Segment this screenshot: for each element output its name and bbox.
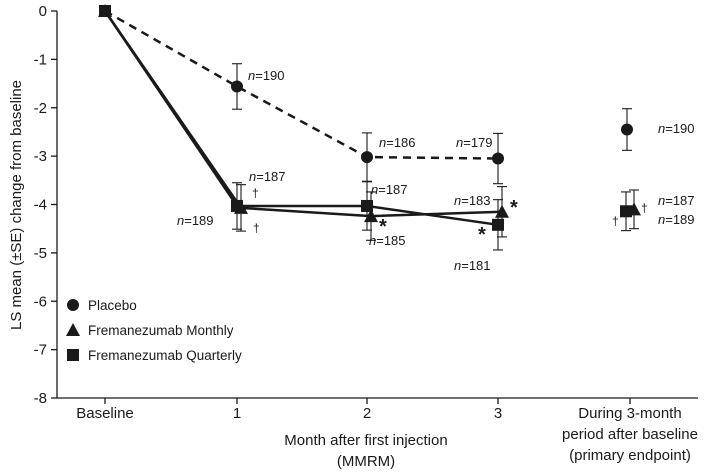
n-label: n=181 bbox=[454, 258, 491, 273]
n-label: n=179 bbox=[456, 135, 493, 150]
placebo-marker bbox=[492, 152, 504, 165]
monthly-marker bbox=[495, 204, 509, 218]
placebo-marker bbox=[621, 123, 633, 136]
x-tick-label-endpoint: During 3-month bbox=[578, 405, 681, 422]
x-axis-title: Month after first injection bbox=[284, 432, 447, 449]
series-lines bbox=[103, 9, 503, 227]
y-tick-label: -7 bbox=[34, 342, 47, 359]
y-tick-label: -2 bbox=[34, 100, 47, 117]
y-tick-label: -4 bbox=[34, 197, 47, 214]
quarterly-marker bbox=[99, 5, 111, 17]
legend-label: Fremanezumab Quarterly bbox=[88, 348, 242, 363]
n-label: n=189 bbox=[658, 212, 695, 227]
axes bbox=[56, 11, 698, 399]
n-label: n=187 bbox=[371, 182, 408, 197]
x-tick-label: Baseline bbox=[76, 405, 134, 422]
n-labels: n=190 n=186 n=179 n=190 n=187 n=185 n=183 n=187… bbox=[177, 68, 695, 273]
series-line-circle bbox=[104, 9, 499, 160]
n-label: n=185 bbox=[369, 233, 406, 248]
significance-annotations: † † * * * † † bbox=[252, 186, 648, 246]
n-label: n=187 bbox=[658, 193, 695, 208]
n-label: n=189 bbox=[177, 213, 214, 228]
placebo-marker bbox=[361, 151, 373, 164]
quarterly-marker bbox=[620, 205, 632, 218]
y-ticks: 0 -1 -2 -3 -4 -5 -6 -7 -8 bbox=[34, 3, 57, 407]
monthly-marker bbox=[66, 323, 80, 336]
legend-label: Placebo bbox=[88, 298, 137, 313]
n-label: n=186 bbox=[379, 135, 416, 150]
x-tick-label-endpoint: (primary endpoint) bbox=[569, 447, 691, 464]
series-line-triangle bbox=[103, 10, 503, 218]
monthly-marker bbox=[364, 209, 378, 223]
significance-asterisk: * bbox=[510, 197, 518, 219]
significance-dagger: † bbox=[253, 221, 260, 235]
significance-dagger: † bbox=[641, 201, 648, 215]
n-label: n=190 bbox=[658, 121, 695, 136]
quarterly-marker bbox=[492, 218, 504, 231]
x-tick-label: 3 bbox=[494, 405, 502, 422]
y-tick-label: 0 bbox=[39, 3, 47, 20]
n-label: n=190 bbox=[248, 68, 285, 83]
markers bbox=[98, 4, 641, 231]
y-tick-label: -8 bbox=[34, 390, 47, 407]
placebo-marker bbox=[231, 80, 243, 93]
quarterly-marker bbox=[361, 199, 373, 212]
significance-asterisk: * bbox=[379, 216, 387, 238]
significance-dagger: † bbox=[252, 186, 259, 200]
legend: Placebo Fremanezumab Monthly Fremanezumab … bbox=[66, 298, 242, 363]
y-tick-label: -1 bbox=[34, 51, 47, 68]
significance-dagger: † bbox=[612, 214, 619, 228]
significance-asterisk: * bbox=[478, 224, 486, 246]
series-line-square bbox=[103, 10, 499, 227]
y-tick-label: -3 bbox=[34, 148, 47, 165]
x-tick-label: 1 bbox=[233, 405, 241, 422]
x-axis-subtitle: (MMRM) bbox=[337, 453, 395, 470]
x-tick-label: 2 bbox=[363, 405, 371, 422]
n-label: n=183 bbox=[454, 193, 491, 208]
quarterly-marker bbox=[67, 349, 79, 361]
x-tick-label-endpoint: period after baseline bbox=[562, 426, 698, 443]
quarterly-marker bbox=[231, 199, 243, 212]
y-axis-title: LS mean (±SE) change from baseline bbox=[8, 80, 25, 330]
legend-label: Fremanezumab Monthly bbox=[88, 323, 234, 338]
n-label: n=187 bbox=[249, 169, 286, 184]
y-tick-label: -6 bbox=[34, 293, 47, 310]
placebo-marker bbox=[67, 299, 79, 311]
y-tick-label: -5 bbox=[34, 245, 47, 262]
x-ticks: Baseline 1 2 3 During 3-month period after ba… bbox=[76, 398, 698, 464]
